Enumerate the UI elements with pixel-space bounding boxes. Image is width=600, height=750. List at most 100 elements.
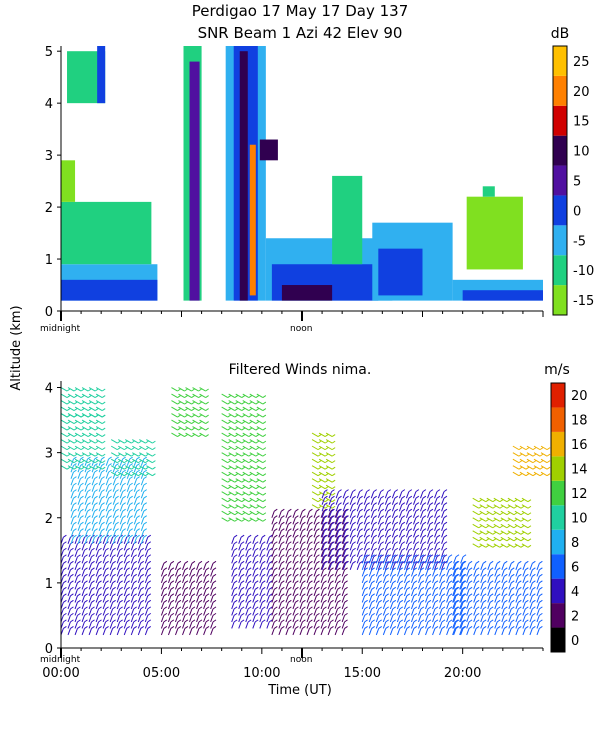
wind-barb	[320, 589, 324, 597]
wind-barb-flag	[295, 573, 299, 577]
wind-barb-flag	[462, 606, 467, 610]
wind-barb	[536, 621, 540, 629]
wind-barb	[88, 439, 96, 444]
wind-barb	[313, 582, 317, 590]
wind-barb-flag	[422, 502, 427, 506]
wind-barb	[116, 543, 121, 551]
wind-barb-flag	[364, 573, 368, 577]
wind-barb	[320, 543, 324, 551]
wind-barb-flag	[94, 460, 99, 464]
wind-barb-flag	[406, 606, 411, 610]
wind-barb-flag	[344, 567, 348, 571]
wind-barb-flag	[80, 515, 84, 519]
wind-barb	[67, 589, 71, 597]
wind-barb-flag	[262, 414, 267, 418]
wind-barb	[325, 432, 333, 438]
wind-colorbar-tick-label: 6	[571, 560, 579, 575]
wind-barb	[256, 413, 264, 418]
wind-barb-flag	[273, 528, 278, 532]
wind-barb-flag	[448, 580, 453, 584]
wind-barb	[102, 550, 107, 558]
wind-barb	[412, 537, 417, 544]
wind-barb-flag	[302, 606, 306, 610]
wind-barb-flag	[408, 521, 413, 525]
wind-barb	[519, 465, 527, 470]
wind-barb-flag	[399, 554, 404, 558]
wind-barb	[292, 608, 296, 616]
wind-barb-flag	[248, 421, 253, 424]
wind-barb-flag	[116, 453, 121, 457]
wind-barb-flag	[532, 560, 536, 564]
wind-barb	[396, 628, 401, 636]
wind-barb	[88, 569, 92, 577]
wind-barb	[249, 439, 257, 444]
wind-barb	[249, 445, 257, 451]
wind-barb	[318, 452, 326, 457]
wind-barb	[391, 563, 396, 571]
wind-barb-flag	[140, 567, 144, 571]
wind-barb	[398, 530, 403, 538]
wind-barb-flag	[80, 528, 84, 532]
wind-barb-flag	[380, 554, 384, 558]
wind-barb	[77, 504, 81, 512]
wind-barb	[278, 543, 282, 551]
wind-barb	[123, 608, 128, 616]
wind-barb	[91, 465, 95, 473]
wind-barb-flag	[330, 586, 334, 590]
wind-barb	[391, 497, 396, 505]
wind-barb-flag	[234, 479, 239, 483]
wind-barb-flag	[136, 515, 140, 519]
wind-barb-flag	[262, 427, 267, 431]
wind-barb-flag	[496, 560, 501, 564]
wind-barb	[389, 589, 394, 597]
wind-barb-flag	[87, 469, 91, 473]
wind-barb-flag	[115, 528, 119, 532]
wind-barb-flag	[492, 499, 497, 503]
wind-barb-flag	[281, 521, 285, 525]
wind-barb	[74, 589, 78, 597]
wind-barb-flag	[108, 515, 112, 519]
wind-barb	[95, 563, 100, 571]
wind-barb	[203, 576, 207, 584]
wind-barb-flag	[436, 502, 441, 506]
wind-barb-flag	[73, 495, 77, 499]
wind-barb	[221, 400, 228, 405]
wind-barb-flag	[330, 567, 334, 571]
wind-barb	[382, 595, 387, 603]
wind-barb	[521, 543, 529, 548]
wind-barb	[384, 524, 389, 531]
wind-barb	[486, 497, 494, 503]
wind-barb	[320, 628, 324, 636]
wind-barb-flag	[427, 606, 432, 610]
wind-barb-flag	[268, 560, 273, 564]
wind-barb	[144, 628, 149, 636]
wind-barb-flag	[373, 508, 377, 512]
wind-barb-flag	[126, 573, 130, 577]
wind-barb	[130, 628, 135, 636]
wind-barb	[185, 432, 192, 438]
wind-barb	[341, 608, 346, 616]
wind-barb-flag	[262, 421, 267, 424]
wind-barb	[410, 589, 415, 597]
wind-barb-flag	[429, 515, 434, 519]
wind-barb	[175, 582, 179, 590]
wind-barb-flag	[385, 625, 390, 629]
wind-barb	[375, 576, 380, 584]
wind-barb	[368, 628, 373, 636]
wind-barb-flag	[532, 599, 536, 603]
wind-barb-flag	[261, 547, 266, 551]
wind-barb-flag	[461, 560, 466, 564]
wind-barb	[88, 458, 96, 464]
wind-barb	[95, 615, 100, 623]
wind-barb	[341, 517, 346, 525]
wind-barb-flag	[212, 599, 217, 603]
wind-barb	[349, 491, 354, 499]
wind-barb	[182, 608, 186, 616]
wind-colorbar-tick-label: 10	[571, 512, 588, 527]
wind-barb-flag	[337, 508, 341, 512]
wind-barb	[306, 550, 310, 558]
wind-barb-flag	[532, 619, 536, 623]
wind-barb	[321, 504, 325, 512]
wind-barb-flag	[152, 460, 156, 464]
wind-barb	[480, 589, 484, 597]
